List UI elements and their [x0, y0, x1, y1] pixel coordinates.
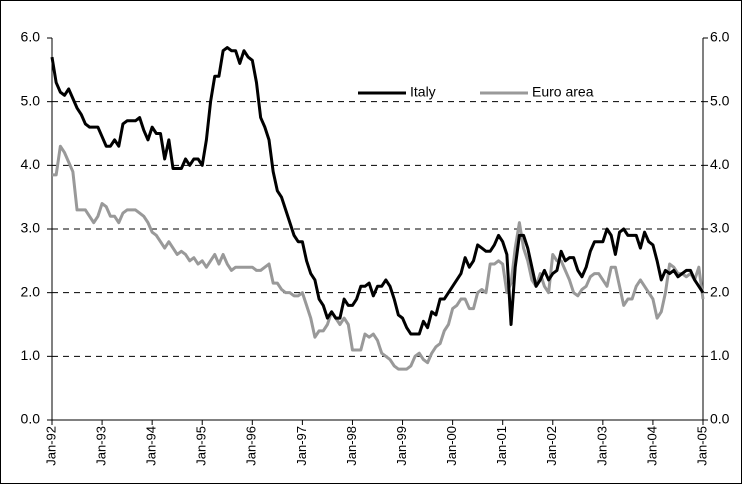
x-tick-label: Jan-93	[94, 426, 109, 466]
series-line	[52, 144, 705, 371]
y-tick-label: 6.0	[21, 29, 41, 45]
y2-tick-label: 6.0	[710, 29, 730, 45]
legend-label: Italy	[410, 84, 436, 100]
x-tick-label: Jan-98	[344, 426, 359, 466]
y2-tick-label: 2.0	[710, 283, 730, 299]
x-tick-label: Jan-94	[144, 426, 159, 466]
x-tick-label: Jan-99	[394, 426, 409, 466]
x-tick-label: Jan-92	[43, 426, 58, 466]
x-tick-label: Jan-96	[244, 426, 259, 466]
y-tick-label: 4.0	[21, 156, 41, 172]
x-tick-label: Jan-00	[444, 426, 459, 466]
legend-label: Euro area	[532, 84, 594, 100]
y-tick-label: 5.0	[21, 92, 41, 108]
y2-tick-label: 3.0	[710, 220, 730, 236]
y-tick-label: 2.0	[21, 283, 41, 299]
y2-tick-label: 1.0	[710, 347, 730, 363]
x-tick-label: Jan-04	[644, 426, 659, 466]
y-tick-label: 3.0	[21, 220, 41, 236]
y2-tick-label: 4.0	[710, 156, 730, 172]
x-tick-label: Jan-95	[194, 426, 209, 466]
x-tick-label: Jan-05	[694, 426, 709, 466]
x-tick-label: Jan-97	[294, 426, 309, 466]
y2-tick-label: 5.0	[710, 92, 730, 108]
x-tick-label: Jan-01	[494, 426, 509, 466]
y2-tick-label: 0.0	[710, 411, 730, 427]
y-tick-label: 1.0	[21, 347, 41, 363]
x-tick-label: Jan-02	[544, 426, 559, 466]
y-tick-label: 0.0	[21, 411, 41, 427]
x-tick-label: Jan-03	[594, 426, 609, 466]
series-line	[50, 46, 705, 336]
